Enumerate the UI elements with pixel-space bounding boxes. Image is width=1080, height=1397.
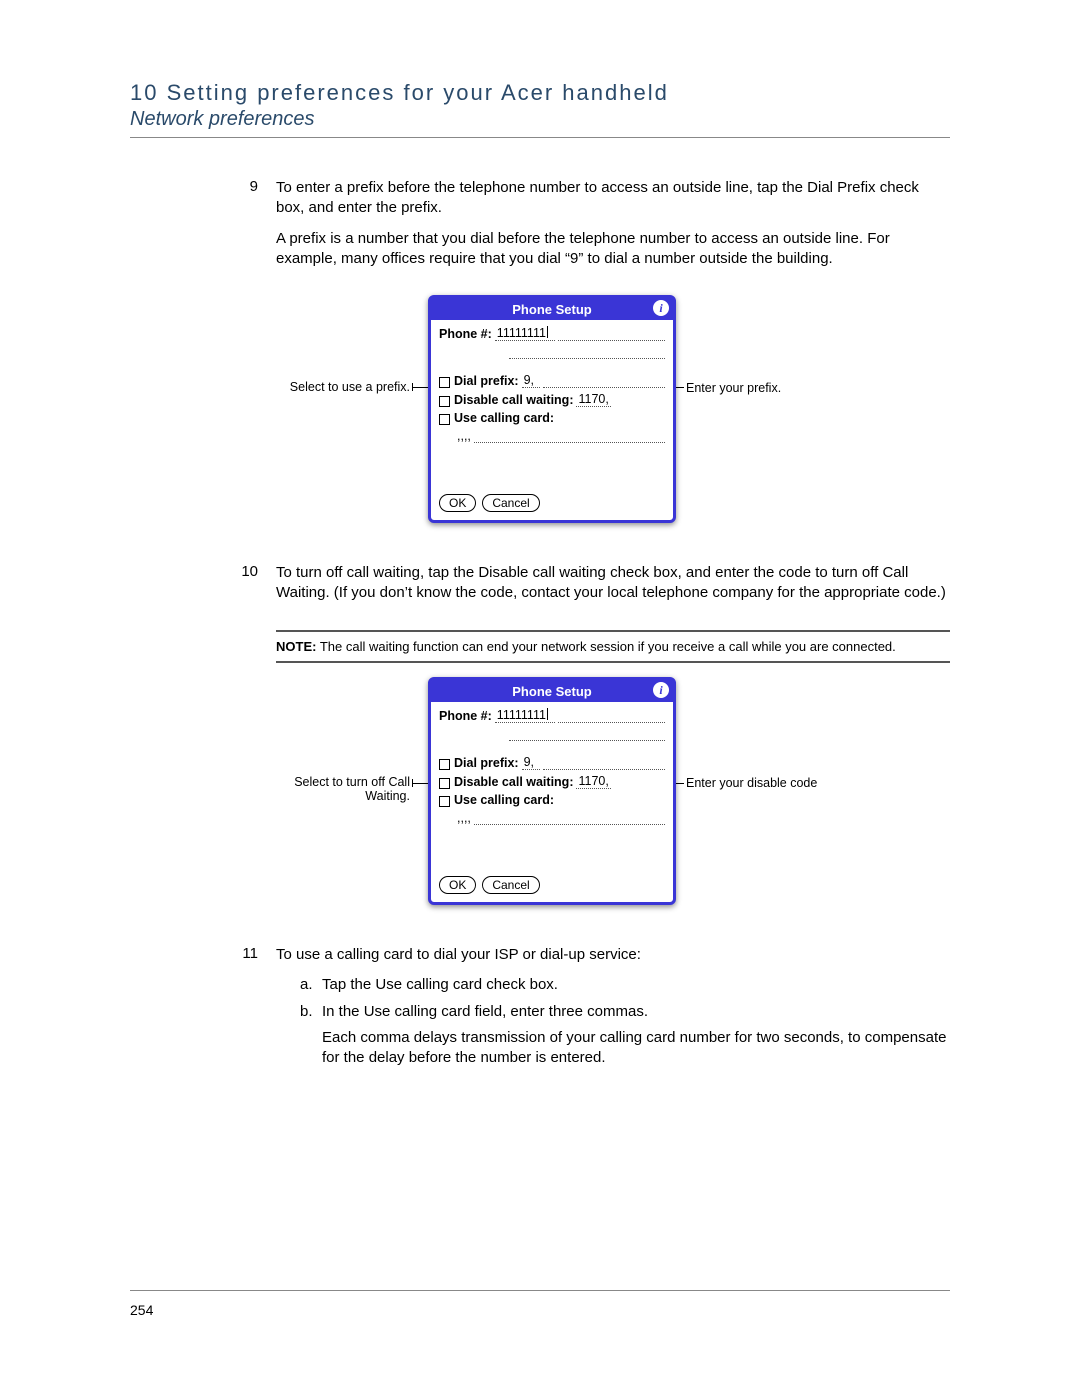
calling-card-field-ext[interactable] — [474, 430, 665, 443]
sub-item: a. Tap the Use calling card check box. — [300, 975, 950, 995]
dialog-title: Phone Setup — [512, 684, 591, 699]
phone-field-ext[interactable] — [558, 328, 665, 341]
note-block: NOTE: The call waiting function can end … — [276, 630, 950, 664]
step-number: 11 — [130, 945, 276, 1068]
callout-fig2-right: Enter your disable code — [686, 776, 866, 790]
phone-field-line2[interactable] — [509, 345, 665, 359]
text-cursor — [547, 326, 548, 338]
calling-card-field-ext[interactable] — [474, 812, 665, 825]
disable-cw-field[interactable]: 1170, — [576, 774, 610, 789]
dial-prefix-checkbox[interactable] — [439, 759, 450, 770]
section-title: Network preferences — [130, 108, 950, 131]
figure-2: Select to turn off Call Waiting. Enter y… — [130, 677, 950, 927]
calling-card-field[interactable]: ,,,, — [457, 811, 471, 825]
step-body: To use a calling card to dial your ISP o… — [276, 945, 950, 1068]
sub-marker: a. — [300, 975, 322, 995]
step-body: To turn off call waiting, tap the Disabl… — [276, 563, 950, 614]
sub-detail: Each comma delays transmission of your c… — [322, 1028, 950, 1069]
dialog-body: Phone #: 11111111 Dial prefix: 9, Disabl… — [431, 702, 673, 837]
phone-setup-dialog: Phone Setup i Phone #: 11111111 Dial pre… — [428, 295, 676, 523]
note-text: The call waiting function can end your n… — [320, 639, 896, 654]
dialog-buttons: OK Cancel — [439, 494, 540, 512]
header-rule — [130, 137, 950, 138]
calling-card-checkbox[interactable] — [439, 796, 450, 807]
step-row: 10 To turn off call waiting, tap the Dis… — [130, 563, 950, 614]
disable-cw-label: Disable call waiting: — [454, 393, 573, 407]
dial-prefix-field[interactable]: 9, — [522, 755, 540, 770]
callout-fig2-left: Select to turn off Call Waiting. — [250, 775, 410, 803]
dial-prefix-label: Dial prefix: — [454, 756, 519, 770]
cancel-button[interactable]: Cancel — [482, 876, 539, 894]
dialog-body: Phone #: 11111111 Dial prefix: 9, Disabl… — [431, 320, 673, 455]
phone-setup-dialog: Phone Setup i Phone #: 11111111 Dial pre… — [428, 677, 676, 905]
calling-card-checkbox[interactable] — [439, 414, 450, 425]
step-number: 10 — [130, 563, 276, 614]
step9-p1: To enter a prefix before the telephone n… — [276, 178, 950, 219]
callout-fig1-right: Enter your prefix. — [686, 381, 866, 395]
leader-tick — [412, 383, 413, 391]
chapter-title: 10 Setting preferences for your Acer han… — [130, 80, 950, 106]
calling-card-label: Use calling card: — [454, 411, 554, 425]
dialog-buttons: OK Cancel — [439, 876, 540, 894]
phone-label: Phone #: — [439, 709, 492, 723]
sub-item: b. In the Use calling card field, enter … — [300, 1002, 950, 1022]
sub-list: a. Tap the Use calling card check box. b… — [300, 975, 950, 1068]
footer-rule — [130, 1290, 950, 1291]
disable-cw-field[interactable]: 1170, — [576, 392, 610, 407]
note-label: NOTE: — [276, 639, 316, 654]
dialog-title: Phone Setup — [512, 302, 591, 317]
calling-card-field[interactable]: ,,,, — [457, 429, 471, 443]
sub-marker: b. — [300, 1002, 322, 1022]
page-number: 254 — [130, 1302, 153, 1318]
step11-p1: To use a calling card to dial your ISP o… — [276, 945, 950, 965]
phone-field[interactable]: 11111111 — [495, 708, 555, 723]
page-content: 10 Setting preferences for your Acer han… — [130, 80, 950, 1084]
step9-p2: A prefix is a number that you dial befor… — [276, 229, 950, 270]
figure-1: Select to use a prefix. Enter your prefi… — [130, 295, 950, 545]
dial-prefix-field-ext[interactable] — [543, 375, 665, 388]
sub-text: In the Use calling card field, enter thr… — [322, 1002, 648, 1022]
dial-prefix-field-ext[interactable] — [543, 757, 665, 770]
step-body: To enter a prefix before the telephone n… — [276, 178, 950, 279]
info-icon[interactable]: i — [653, 682, 669, 698]
dial-prefix-label: Dial prefix: — [454, 374, 519, 388]
disable-cw-checkbox[interactable] — [439, 396, 450, 407]
step10-p1: To turn off call waiting, tap the Disabl… — [276, 563, 950, 604]
dial-prefix-field[interactable]: 9, — [522, 373, 540, 388]
phone-field[interactable]: 11111111 — [495, 326, 555, 341]
cancel-button[interactable]: Cancel — [482, 494, 539, 512]
phone-label: Phone #: — [439, 327, 492, 341]
dial-prefix-checkbox[interactable] — [439, 377, 450, 388]
ok-button[interactable]: OK — [439, 494, 476, 512]
text-cursor — [547, 708, 548, 720]
callout-fig1-left: Select to use a prefix. — [250, 380, 410, 394]
step-number: 9 — [130, 178, 276, 279]
dialog-titlebar: Phone Setup i — [431, 298, 673, 320]
leader-tick — [412, 779, 413, 787]
step-row: 11 To use a calling card to dial your IS… — [130, 945, 950, 1068]
disable-cw-checkbox[interactable] — [439, 778, 450, 789]
phone-field-ext[interactable] — [558, 710, 665, 723]
sub-text: Tap the Use calling card check box. — [322, 975, 558, 995]
disable-cw-label: Disable call waiting: — [454, 775, 573, 789]
phone-field-line2[interactable] — [509, 727, 665, 741]
ok-button[interactable]: OK — [439, 876, 476, 894]
calling-card-label: Use calling card: — [454, 793, 554, 807]
step-row: 9 To enter a prefix before the telephone… — [130, 178, 950, 279]
dialog-titlebar: Phone Setup i — [431, 680, 673, 702]
info-icon[interactable]: i — [653, 300, 669, 316]
